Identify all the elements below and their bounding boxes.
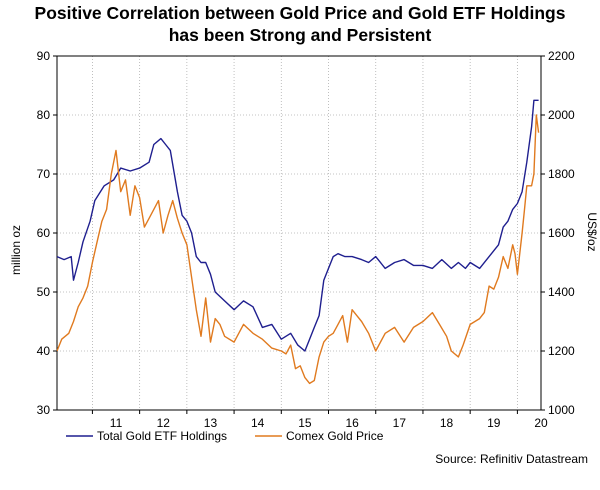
x-axis: 11 12 13 14 15 16 17 18 19 20: [91, 410, 548, 430]
x-tick-label: 17: [393, 416, 407, 430]
series-line-etf-holdings: [56, 99, 539, 352]
left-tick-label: 40: [37, 344, 51, 358]
source-note: Source: Refinitiv Datastream: [435, 452, 588, 466]
right-tick-label: 2000: [548, 108, 575, 122]
right-axis-label: US$/oz: [585, 212, 599, 251]
right-tick-label: 1400: [548, 285, 575, 299]
x-tick-label: 19: [487, 416, 501, 430]
chart-title-line-2: has been Strong and Persistent: [168, 25, 432, 45]
x-tick-label: 12: [157, 416, 171, 430]
x-tick-label: 16: [345, 416, 359, 430]
x-tick-label: 13: [204, 416, 218, 430]
left-tick-label: 80: [37, 108, 51, 122]
legend-label-etf-holdings: Total Gold ETF Holdings: [97, 429, 227, 443]
right-tick-label: 2200: [548, 49, 575, 63]
x-tick-label: 14: [251, 416, 265, 430]
left-tick-label: 30: [37, 403, 51, 417]
series-line-gold-price: [56, 114, 540, 385]
x-tick-label: 18: [440, 416, 454, 430]
right-tick-label: 1200: [548, 344, 575, 358]
right-tick-label: 1000: [548, 403, 575, 417]
x-tick-label: 11: [110, 416, 123, 430]
x-tick-label: 15: [298, 416, 312, 430]
left-axis-label: million oz: [9, 225, 23, 275]
right-axis: 1000 1200 1400 1600 1800 2000 2200: [541, 49, 575, 417]
chart-title-line-1: Positive Correlation between Gold Price …: [34, 3, 566, 23]
legend-label-gold-price: Comex Gold Price: [286, 429, 384, 443]
left-tick-label: 50: [37, 285, 51, 299]
left-axis: 30 40 50 60 70 80 90: [37, 49, 57, 417]
left-tick-label: 90: [37, 49, 51, 63]
right-tick-label: 1800: [548, 167, 575, 181]
left-tick-label: 60: [37, 226, 51, 240]
chart-title: Positive Correlation between Gold Price …: [0, 2, 600, 46]
legend: Total Gold ETF Holdings Comex Gold Price: [66, 429, 384, 443]
grid-lines: [57, 56, 541, 410]
series-layer: [56, 99, 540, 385]
left-tick-label: 70: [37, 167, 51, 181]
x-tick-label: 20: [534, 416, 548, 430]
right-tick-label: 1600: [548, 226, 575, 240]
